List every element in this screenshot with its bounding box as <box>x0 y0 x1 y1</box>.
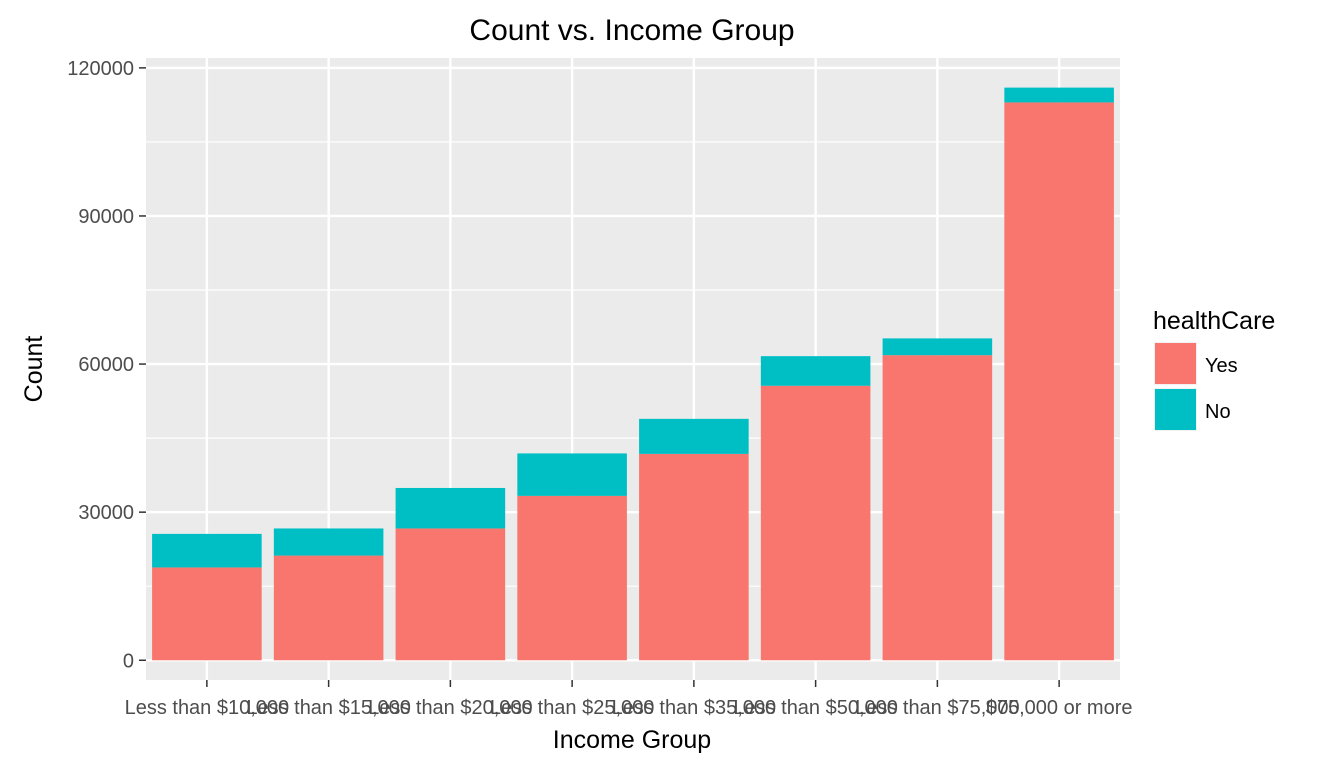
x-tick-label: Less than $10,000 <box>125 697 290 719</box>
y-tick-label: 0 <box>123 650 134 672</box>
bar-no-2 <box>395 487 506 529</box>
bar-yes-6 <box>882 355 993 661</box>
chart-title: Count vs. Income Group <box>469 14 794 47</box>
y-axis-label: Count <box>20 336 48 403</box>
bars <box>152 87 1114 661</box>
x-tick-label: Less than $20,000 <box>368 697 533 719</box>
bar-no-5 <box>760 356 871 386</box>
bar-no-6 <box>882 338 993 356</box>
x-axis-label: Income Group <box>553 726 711 754</box>
legend-title: healthCare <box>1153 307 1275 335</box>
legend-label-no: No <box>1205 401 1231 423</box>
legend: healthCare Yes No <box>1153 307 1275 431</box>
bar-no-1 <box>273 528 384 556</box>
bar-no-4 <box>639 418 749 454</box>
x-tick-label: Less than $50,000 <box>733 697 898 719</box>
y-tick-label: 120000 <box>67 58 134 80</box>
x-tick-label: Less than $15,000 <box>246 697 411 719</box>
bar-no-7 <box>1004 87 1114 103</box>
x-tick-label: $75,000 or more <box>986 697 1133 719</box>
y-axis: 0 30000 60000 90000 120000 <box>67 58 146 672</box>
legend-label-yes: Yes <box>1205 355 1238 377</box>
x-tick-label: Less than $75,000 <box>855 697 1020 719</box>
bar-yes-1 <box>273 555 384 661</box>
legend-items: Yes No <box>1154 342 1238 431</box>
bar-yes-5 <box>760 385 871 661</box>
x-tick-label: Less than $35,000 <box>612 697 777 719</box>
bar-yes-4 <box>639 453 749 661</box>
x-tick-label: Less than $25,000 <box>490 697 655 719</box>
bar-yes-3 <box>517 495 627 661</box>
bar-no-3 <box>517 453 627 496</box>
y-tick-label: 90000 <box>78 206 134 228</box>
y-tick-label: 30000 <box>78 502 134 524</box>
bar-no-0 <box>152 533 262 568</box>
bar-yes-0 <box>152 567 262 661</box>
bar-yes-7 <box>1004 102 1114 661</box>
bar-yes-2 <box>395 528 506 661</box>
legend-swatch-no <box>1155 389 1196 430</box>
legend-swatch-yes <box>1155 343 1196 384</box>
y-tick-label: 60000 <box>78 354 134 376</box>
